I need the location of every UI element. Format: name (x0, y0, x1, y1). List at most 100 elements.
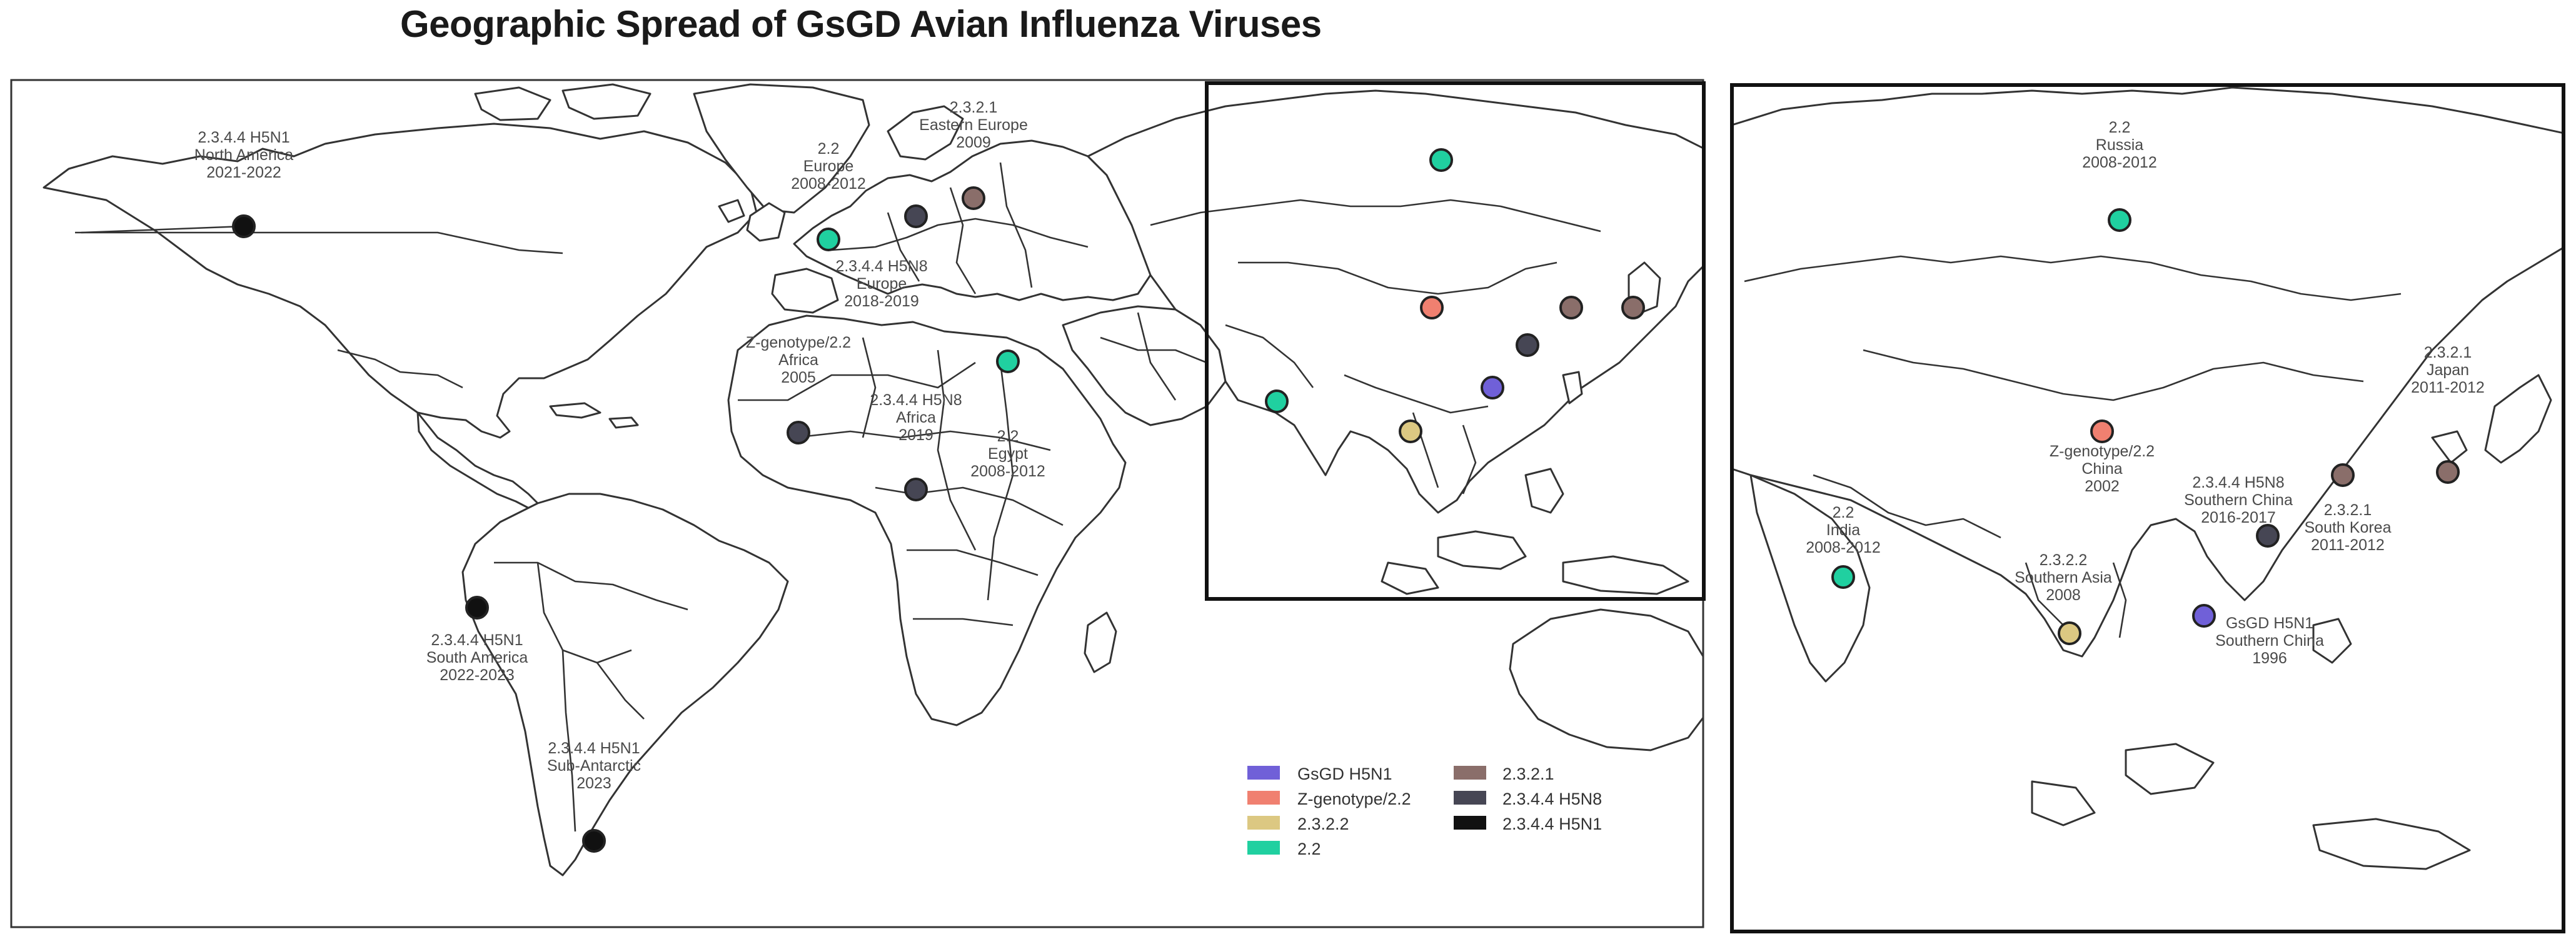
inset-china-mongolia-border (1863, 349, 2364, 401)
marker-2344-h5n8[interactable] (2256, 524, 2280, 548)
scandinavia (887, 105, 964, 161)
label-na-clade: 2.3.4.4 H5N1 (198, 129, 289, 146)
asia-border (1238, 261, 1557, 295)
europe-border (887, 212, 920, 282)
africa-border (875, 486, 1064, 526)
inset-new-guinea (2312, 818, 2471, 870)
label-india-years: 2008-2012 (1806, 539, 1881, 556)
marker-22[interactable] (817, 228, 840, 251)
label-skorea-clade: 2.3.2.1 (2324, 501, 2372, 519)
marker-zgenotype[interactable] (1420, 296, 1444, 319)
marker-22[interactable] (2108, 208, 2131, 232)
label-india-region: India (1826, 521, 1860, 539)
label-subant-region: Sub-Antarctic (547, 757, 641, 775)
label-sasia-years: 2008 (2046, 586, 2081, 604)
label-russia-years: 2008-2012 (2082, 154, 2157, 171)
label-zchina-years: 2002 (2085, 478, 2120, 495)
africa-border (987, 362, 1014, 601)
label-na-years: 2021-2022 (206, 164, 281, 181)
label-japan-region: Japan (2427, 361, 2469, 379)
world-map (43, 83, 1703, 876)
us-mexico-border (337, 349, 463, 389)
label-sasia-clade: 2.3.2.2 (2040, 551, 2087, 569)
label-ee-years: 2009 (956, 134, 991, 151)
sumatra (1381, 561, 1439, 595)
label-gsgd-years: 1996 (2252, 650, 2287, 667)
label-subant-years: 2023 (576, 775, 611, 792)
legend-swatch-2322 (1247, 816, 1280, 830)
marker-2344-h5n8[interactable] (1516, 333, 1539, 357)
arctic-island (561, 83, 652, 120)
marker-2344-h5n8[interactable] (904, 204, 928, 228)
africa-border (907, 549, 1039, 576)
australia-landmass (1509, 608, 1703, 751)
inset-japan-island (2484, 374, 2552, 464)
label-zchina-clade: Z-genotype/2.2 (2050, 443, 2155, 460)
marker-2322[interactable] (1399, 419, 1422, 443)
marker-22[interactable] (1831, 565, 1855, 589)
inset-india-border (1813, 474, 2001, 539)
asia-border (1462, 424, 1477, 495)
label-egypt-clade: 2.2 (997, 428, 1019, 445)
legend-swatch-22 (1247, 841, 1280, 855)
legend: GsGD H5N1 Z-genotype/2.2 2.3.2.2 2.2 2.3… (1247, 765, 1602, 858)
label-gsgd-region: Southern China (2215, 632, 2324, 650)
map-title: Geographic Spread of GsGD Avian Influenz… (400, 3, 1322, 45)
label-india-clade: 2.2 (1833, 504, 1854, 521)
label-skorea-region: South Korea (2305, 519, 2392, 536)
connector-line (81, 225, 244, 234)
iberia (771, 268, 839, 314)
south-america-landmass (461, 493, 789, 876)
inset-korea-peninsula (2431, 430, 2468, 464)
me-border (1137, 312, 1177, 401)
marker-2321[interactable] (2331, 463, 2355, 487)
main-markers: 2.3.4.4 H5N1 North America 2021-2022 2.3… (194, 99, 1645, 853)
label-sa-years: 2022-2023 (440, 666, 515, 684)
sa-border (596, 662, 645, 720)
ireland-island (718, 199, 745, 223)
label-eu22-clade: 2.2 (818, 140, 840, 158)
asia-border (1344, 374, 1489, 414)
marker-2321[interactable] (1559, 296, 1583, 319)
marker-2321[interactable] (1621, 296, 1645, 319)
asia-focus-box (1205, 81, 1706, 601)
legend-label-22: 2.2 (1297, 840, 1321, 858)
africa-border (862, 337, 877, 438)
marker-22[interactable] (1265, 389, 1289, 413)
legend-swatch-2344-h5n1 (1454, 816, 1486, 830)
marker-zgenotype[interactable] (2090, 419, 2114, 443)
label-eu22-region: Europe (803, 158, 854, 175)
inset-russia-border (1744, 255, 2402, 301)
marker-22[interactable] (1429, 148, 1453, 172)
africa-border (738, 361, 976, 401)
label-euh5n8-region: Europe (857, 275, 907, 293)
marker-gsgd-h5n1[interactable] (2192, 604, 2216, 628)
marker-2322[interactable] (2058, 621, 2081, 645)
marker-2344-h5n8[interactable] (787, 421, 810, 444)
asia-inset-map (1732, 86, 2563, 870)
label-ee-clade: 2.3.2.1 (950, 99, 997, 116)
legend-swatch-2321 (1454, 766, 1486, 780)
legend-label-2322: 2.3.2.2 (1297, 815, 1349, 833)
label-sch5n8-region: Southern China (2184, 491, 2293, 509)
marker-2344-h5n1[interactable] (582, 829, 606, 853)
philippines (1524, 468, 1564, 514)
marker-gsgd-h5n1[interactable] (1481, 376, 1504, 399)
marker-2344-h5n1[interactable] (465, 596, 489, 620)
label-eu22-years: 2008-2012 (791, 175, 866, 193)
marker-2344-h5n8[interactable] (904, 478, 928, 501)
europe-border (949, 187, 977, 294)
marker-22[interactable] (996, 349, 1020, 373)
marker-2344-h5n1[interactable] (232, 214, 256, 238)
marker-2321[interactable] (2436, 460, 2460, 484)
inset-philippines (2312, 618, 2352, 664)
legend-swatch-gsgd-h5n1 (1247, 766, 1280, 780)
uk-island (746, 202, 786, 242)
label-ee-region: Eastern Europe (919, 116, 1028, 134)
north-america-landmass (43, 123, 758, 439)
label-japan-clade: 2.3.2.1 (2424, 344, 2472, 361)
asia-inset-frame (1730, 83, 2565, 933)
marker-2321[interactable] (962, 186, 985, 210)
inset-sumatra (2031, 780, 2096, 826)
